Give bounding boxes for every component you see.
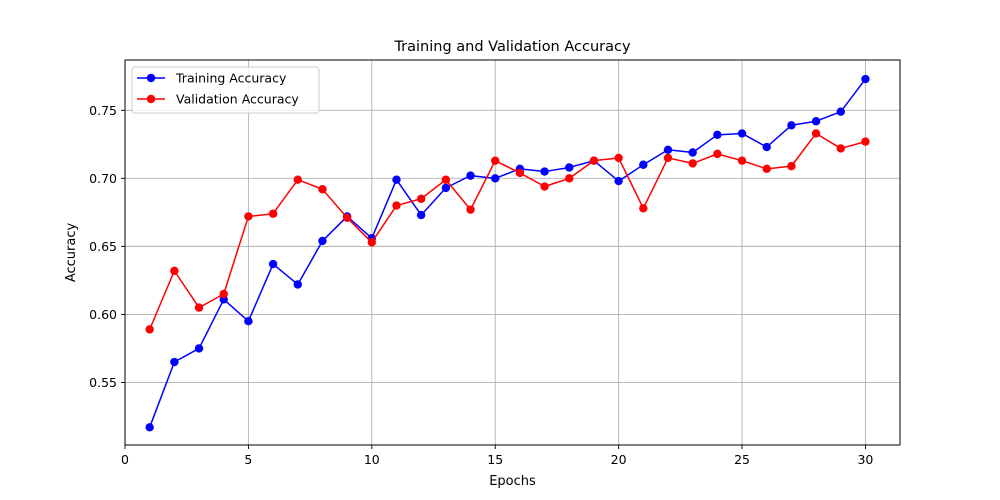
y-tick-label: 0.65: [89, 239, 117, 254]
data-point-training: [194, 344, 204, 353]
data-point-validation: [491, 156, 500, 165]
plot-area: [125, 60, 900, 445]
data-point-training: [491, 174, 500, 183]
legend: Training Accuracy Validation Accuracy: [131, 66, 320, 114]
data-point-training: [244, 317, 253, 326]
y-tick-label: 0.60: [89, 307, 117, 322]
data-point-training: [293, 280, 302, 289]
series-layer: [145, 74, 870, 432]
data-point-training: [540, 167, 549, 176]
data-point-validation: [663, 153, 673, 163]
data-point-training: [639, 160, 648, 169]
data-point-validation: [614, 153, 623, 163]
data-point-training: [441, 183, 451, 193]
x-tick-label: 0: [121, 452, 129, 467]
data-point-training: [787, 121, 796, 130]
data-point-validation: [416, 194, 426, 203]
x-tick-label: 15: [487, 452, 503, 467]
y-tick-label: 0.70: [89, 171, 117, 186]
plot-frame: [124, 59, 901, 446]
data-point-training: [713, 130, 722, 140]
data-point-validation: [392, 201, 401, 210]
data-point-training: [737, 129, 747, 138]
data-point-training: [170, 357, 179, 367]
data-point-validation: [268, 209, 278, 218]
x-tick-label: 5: [244, 452, 252, 467]
x-tick-label: 10: [364, 452, 380, 467]
x-tick-label: 30: [857, 452, 873, 467]
data-point-validation: [293, 175, 302, 184]
data-point-training: [318, 236, 327, 246]
data-point-training: [836, 107, 845, 116]
data-point-validation: [688, 159, 697, 168]
data-point-validation: [219, 289, 228, 299]
data-point-validation: [441, 175, 451, 184]
data-point-validation: [737, 156, 747, 165]
data-point-validation: [811, 129, 821, 138]
data-point-validation: [713, 149, 722, 159]
legend-marker-training: [146, 73, 156, 83]
data-point-validation: [787, 161, 796, 171]
data-point-validation: [515, 168, 525, 178]
y-tick-label: 0.75: [89, 103, 117, 118]
x-tick-label: 25: [734, 452, 750, 467]
data-point-training: [762, 142, 771, 152]
legend-box: [131, 66, 320, 114]
data-point-training: [565, 163, 574, 172]
data-point-validation: [367, 238, 377, 247]
data-point-training: [268, 259, 278, 269]
data-point-validation: [170, 266, 179, 276]
data-point-training: [392, 175, 401, 184]
data-point-training: [416, 210, 426, 220]
legend-marker-validation: [146, 94, 156, 104]
ticks-layer: 0 5 10 15 20 25 30 0.55 0.60 0.65 0.70 0.75: [89, 103, 873, 467]
data-point-validation: [145, 325, 154, 334]
data-point-training: [614, 176, 623, 186]
data-point-training: [688, 148, 697, 157]
legend-label-validation: Validation Accuracy: [176, 92, 299, 107]
data-point-validation: [318, 185, 327, 194]
data-point-training: [861, 74, 870, 84]
data-point-validation: [244, 212, 253, 221]
series-line-training: [148, 78, 867, 428]
data-point-training: [663, 145, 673, 154]
x-tick-label: 20: [611, 452, 627, 467]
data-point-validation: [342, 213, 352, 223]
data-point-validation: [540, 182, 549, 191]
data-point-validation: [466, 205, 475, 214]
data-point-validation: [861, 137, 870, 146]
data-point-validation: [565, 174, 574, 183]
y-axis-label: Accuracy: [64, 223, 79, 283]
data-point-validation: [194, 303, 204, 312]
data-point-validation: [762, 164, 771, 174]
data-point-training: [145, 423, 154, 432]
chart-title: Training and Validation Accuracy: [393, 39, 631, 55]
grid-layer: [124, 60, 900, 445]
data-point-training: [466, 171, 475, 180]
x-axis-label: Epochs: [489, 474, 536, 489]
legend-label-training: Training Accuracy: [175, 71, 287, 86]
data-point-validation: [836, 144, 845, 153]
data-point-validation: [589, 156, 599, 165]
y-tick-label: 0.55: [89, 375, 117, 390]
data-point-validation: [639, 204, 648, 213]
data-point-training: [811, 117, 821, 126]
